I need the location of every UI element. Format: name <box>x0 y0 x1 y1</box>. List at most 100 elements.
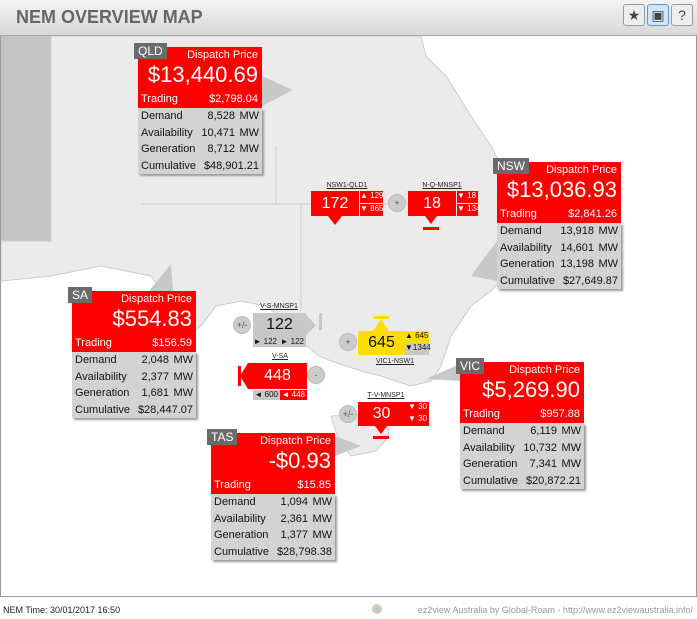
availability-value: 10,471 <box>201 126 235 139</box>
flow-arrow-icon <box>425 216 437 230</box>
limit-up: ► 122 <box>253 337 279 347</box>
availability-value: 2,377 <box>141 370 169 383</box>
cumulative-value: $28,798.38 <box>276 545 332 558</box>
expand-button[interactable]: + <box>339 333 357 351</box>
limit-down: ◄ 448 <box>280 390 307 400</box>
cumulative-row: Cumulative $20,872.21 <box>460 473 584 490</box>
demand-value: 6,119 <box>530 425 557 438</box>
generation-row: Generation 13,198 MW <box>497 256 621 273</box>
cumulative-row: Cumulative $27,649.87 <box>497 273 621 290</box>
region-panel-qld[interactable]: Dispatch Price $13,440.69 Trading $2,798… <box>134 43 262 174</box>
cumulative-row: Cumulative $28,798.38 <box>211 544 335 561</box>
interconnector-label-vic1-nsw1[interactable]: VIC1-NSW1 <box>375 358 415 365</box>
availability-row: Availability 2,377 MW <box>72 369 196 386</box>
demand-row: Demand 8,528 MW <box>138 108 262 125</box>
demand-value: 2,048 <box>141 354 169 367</box>
help-button[interactable]: ? <box>671 4 693 26</box>
interconnector-flow-t-v-mnsp1[interactable]: 30 <box>358 402 405 426</box>
generation-value: 7,341 <box>529 458 557 471</box>
trading-label: Trading <box>141 93 178 105</box>
toggle-button[interactable]: +/- <box>339 405 357 423</box>
generation-value: 13,198 <box>560 258 594 271</box>
demand-label: Demand <box>75 354 117 367</box>
dispatch-price-label: Dispatch Price <box>260 435 331 447</box>
dispatch-price-label: Dispatch Price <box>509 364 580 376</box>
unit-label: MW <box>239 126 259 139</box>
trading-value: $2,841.26 <box>568 208 617 220</box>
trading-label: Trading <box>214 479 251 491</box>
availability-label: Availability <box>500 241 552 254</box>
availability-label: Availability <box>214 512 266 525</box>
trading-label: Trading <box>463 408 500 420</box>
interconnector-label-v-sa[interactable]: V-SA <box>272 353 288 360</box>
region-panel-vic[interactable]: Dispatch Price $5,269.90 Trading $957.88… <box>456 358 584 490</box>
region-panel-sa[interactable]: Dispatch Price $554.83 Trading $156.59 D… <box>68 287 196 418</box>
availability-label: Availability <box>141 126 193 139</box>
availability-row: Availability 14,601 MW <box>497 240 621 257</box>
limit-up: ▼ 18 <box>457 191 478 203</box>
unit-label: MW <box>561 458 581 471</box>
limit-up: ▲ 129 <box>360 191 384 203</box>
dispatch-price-value: -$0.93 <box>268 448 331 473</box>
interconnector-label-t-v-mnsp1[interactable]: T-V-MNSP1 <box>367 392 405 399</box>
flow-arrow-icon <box>240 363 248 389</box>
unit-label: MW <box>312 529 332 542</box>
flow-arrow-icon <box>375 426 387 440</box>
cumulative-label: Cumulative <box>463 474 519 487</box>
trading-value: $957.88 <box>540 408 580 420</box>
generation-value: 8,712 <box>207 143 235 156</box>
limit-bar <box>238 366 241 386</box>
demand-label: Demand <box>141 110 183 123</box>
unit-label: MW <box>561 441 581 454</box>
cumulative-label: Cumulative <box>500 274 556 287</box>
limit-down: ▼1344 <box>405 343 431 355</box>
logo-icon <box>372 604 382 614</box>
help-icon: ? <box>678 7 686 23</box>
trading-value: $2,798.04 <box>209 93 258 105</box>
dispatch-price-value: $5,269.90 <box>482 377 580 402</box>
unit-label: MW <box>598 225 618 238</box>
nem-map: Dispatch Price $13,440.69 Trading $2,798… <box>0 36 697 597</box>
cumulative-value: $27,649.87 <box>562 274 618 287</box>
interconnector-flow-nsw1-qld1[interactable]: 172 <box>311 191 359 216</box>
interconnector-flow-v-s-mnsp1[interactable]: 122 <box>253 313 306 337</box>
generation-label: Generation <box>463 458 518 471</box>
interconnector-label-nsw1-qld1[interactable]: NSW1-QLD1 <box>326 182 368 189</box>
collapse-button[interactable]: - <box>307 366 325 384</box>
unit-label: MW <box>239 143 259 156</box>
toggle-button[interactable]: +/- <box>233 316 251 334</box>
expand-button[interactable]: + <box>388 194 406 212</box>
demand-row: Demand 1,094 MW <box>211 494 335 511</box>
unit-label: MW <box>173 370 193 383</box>
availability-value: 2,361 <box>280 512 308 525</box>
title-bar: NEM OVERVIEW MAP ★ ▣ ? <box>0 0 697 36</box>
region-panel-tas[interactable]: Dispatch Price -$0.93 Trading $15.85 Dem… <box>207 429 335 561</box>
interconnector-label-n-q-mnsp1[interactable]: N-Q-MNSP1 <box>422 182 462 189</box>
price-block: Dispatch Price $13,036.93 Trading $2,841… <box>497 162 621 223</box>
generation-value: 1,377 <box>280 529 308 542</box>
limit-bar <box>319 313 322 330</box>
region-tag: QLD <box>134 43 167 59</box>
availability-label: Availability <box>463 441 515 454</box>
status-bar: NEM Time: 30/01/2017 16:50 ez2view Austr… <box>0 600 697 619</box>
limit-bar <box>373 316 389 319</box>
unit-label: MW <box>173 387 193 400</box>
interconnector-label-v-s-mnsp1[interactable]: V-S-MNSP1 <box>260 303 298 310</box>
availability-row: Availability 10,732 MW <box>460 440 584 457</box>
generation-value: 1,681 <box>141 387 169 400</box>
interconnector-flow-n-q-mnsp1[interactable]: 18 <box>408 191 456 216</box>
limit-bar <box>373 436 389 439</box>
snapshot-button[interactable]: ▣ <box>647 4 669 26</box>
interconnector-flow-v-sa[interactable]: 448 <box>248 363 307 389</box>
limit-down: ▼ 134 <box>457 204 481 216</box>
credit-link[interactable]: ez2view Australia by Global-Roam - http:… <box>417 605 693 615</box>
generation-label: Generation <box>75 387 130 400</box>
interconnector-flow-vic1-nsw1[interactable]: 645 <box>358 331 405 355</box>
favorite-button[interactable]: ★ <box>623 4 645 26</box>
stats-block: Demand 2,048 MW Availability 2,377 MW Generati… <box>72 352 196 418</box>
demand-label: Demand <box>500 225 542 238</box>
stats-block: Demand 8,528 MW Availability 10,471 MW Generat… <box>138 108 262 174</box>
availability-value: 14,601 <box>560 241 594 254</box>
region-panel-nsw[interactable]: Dispatch Price $13,036.93 Trading $2,841… <box>493 158 621 290</box>
generation-row: Generation 1,377 MW <box>211 527 335 544</box>
